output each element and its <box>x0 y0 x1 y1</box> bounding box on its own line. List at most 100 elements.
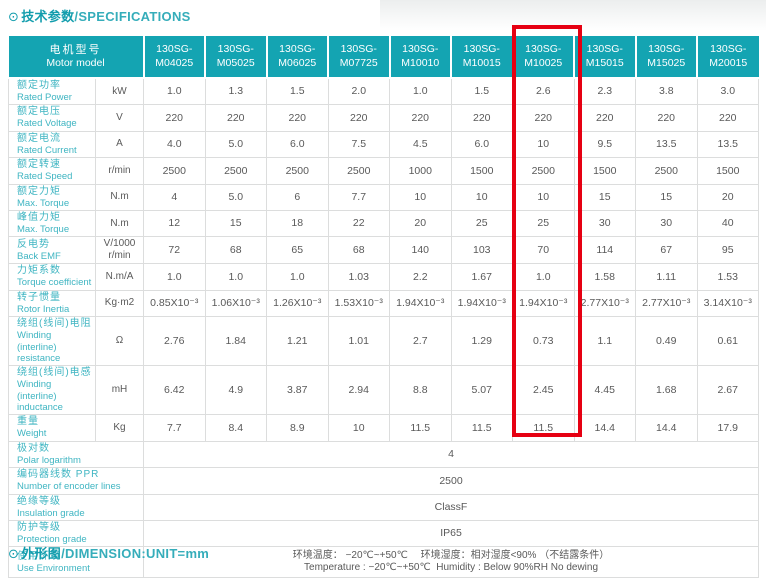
cell-max-torque-peak-m20015: 40 <box>696 209 760 238</box>
cell-rated-current-m04025: 4.0 <box>143 130 206 159</box>
row-label-en: Rated Speed <box>17 171 73 183</box>
cell-rated-speed-m05025: 2500 <box>204 157 268 185</box>
column-header-m15015: 130SG- M15015 <box>574 36 637 79</box>
row-label-insulation-grade: 绝缘等级 Insulation grade <box>7 493 145 522</box>
cell-winding-interline-inductance-m07725: 2.94 <box>327 365 391 416</box>
cell-weight-m15015: 14.4 <box>573 414 637 442</box>
row-label-en: Torque coefficient <box>17 277 92 289</box>
row-label-zh: 转子惯量 <box>17 291 61 303</box>
model-line1: 130SG- <box>648 42 685 55</box>
cell-max-torque-m05025: 5.0 <box>204 183 268 211</box>
row-label-zh: 反电势 <box>17 238 50 250</box>
cell-rotor-inertia-m10010: 1.94X10⁻³ <box>389 289 452 318</box>
specifications-title-en: SPECIFICATIONS <box>78 9 191 24</box>
model-line1: 130SG- <box>710 42 747 55</box>
cell-rated-speed-m04025: 2500 <box>143 157 206 185</box>
table-row: 绕组(线间)电阻 Winding (interline) resistance Ω 2… <box>8 316 760 367</box>
cell-rated-speed-m10010: 1000 <box>389 157 452 185</box>
row-label-torque-coefficient: 力矩系数 Torque coefficient <box>8 263 96 291</box>
cell-rotor-inertia-m15025: 2.77X10⁻³ <box>635 289 698 318</box>
column-header-m20015: 130SG- M20015 <box>697 36 759 79</box>
cell-rotor-inertia-m05025: 1.06X10⁻³ <box>204 289 268 318</box>
row-label-zh: 峰值力矩 <box>17 211 61 223</box>
row-label-en: Back EMF <box>17 250 61 262</box>
row-label-zh: 防护等级 <box>17 522 61 534</box>
cell-rated-power-m07725: 2.0 <box>327 77 391 106</box>
cell-max-torque-m15015: 15 <box>573 183 637 211</box>
merged-value-line: Temperature : −20℃~+50℃ Humidity : Below… <box>304 562 599 574</box>
cell-rated-current-m15025: 13.5 <box>635 130 698 159</box>
cell-weight-m06025: 8.9 <box>266 414 329 442</box>
column-header-m15025: 130SG- M15025 <box>635 36 699 79</box>
cell-weight-m07725: 10 <box>327 414 391 442</box>
cell-rated-voltage-m05025: 220 <box>204 104 268 132</box>
row-label-en: Weight <box>17 428 47 440</box>
row-label-en: Winding (interline) inductance <box>17 379 63 414</box>
cell-torque-coefficient-m05025: 1.0 <box>204 263 268 291</box>
row-label-en: Polar logarithm <box>17 454 81 466</box>
motor-model-header-zh: 电机型号 <box>49 43 102 56</box>
specifications-title-zh: 技术参数 <box>21 9 75 24</box>
cell-torque-coefficient-m15025: 1.11 <box>635 263 698 291</box>
row-unit-rated-voltage: V <box>94 104 145 132</box>
column-header-m10015: 130SG- M10015 <box>451 36 514 79</box>
row-unit-weight: Kg <box>94 414 145 442</box>
row-label-zh: 额定力矩 <box>17 185 61 197</box>
cell-max-torque-peak-m06025: 18 <box>266 209 329 238</box>
row-unit-winding-interline-inductance: mH <box>94 365 145 416</box>
row-label-winding-interline-inductance: 绕组(线间)电感 Winding (interline) inductance <box>8 365 96 416</box>
cell-weight-m05025: 8.4 <box>204 414 268 442</box>
column-header-m10010: 130SG- M10010 <box>389 36 453 79</box>
column-header-m04025: 130SG- M04025 <box>143 36 207 79</box>
model-line1: 130SG- <box>402 42 439 55</box>
cell-max-torque-peak-m04025: 12 <box>143 209 206 238</box>
cell-back-emf-m20015: 95 <box>696 236 760 265</box>
row-label-en: Number of encoder lines <box>17 481 121 493</box>
cell-winding-interline-inductance-m10015: 5.07 <box>450 365 514 416</box>
cell-rotor-inertia-m07725: 1.53X10⁻³ <box>327 289 391 318</box>
cell-max-torque-peak-m10010: 20 <box>389 209 452 238</box>
title-separator: / <box>74 9 79 24</box>
model-line2: M20015 <box>709 56 748 69</box>
row-label-zh: 编码器线数 PPR <box>17 469 100 481</box>
cell-winding-interline-resistance-m10010: 2.7 <box>389 316 452 367</box>
merged-value-line: 环境温度： −20℃~+50℃ 环境湿度：相对湿度<90% （不结露条件） <box>292 550 610 562</box>
row-label-weight: 重量 Weight <box>8 414 96 442</box>
cell-protection-grade: IP65 <box>143 520 760 548</box>
table-row: 绝缘等级 Insulation grade ClassF <box>7 493 760 522</box>
cell-rotor-inertia-m10025: 1.94X10⁻³ <box>512 289 575 318</box>
cell-torque-coefficient-m06025: 1.0 <box>266 263 329 291</box>
model-line1: 130SG- <box>586 42 623 55</box>
cell-back-emf-m07725: 68 <box>327 236 391 265</box>
model-line2: M07725 <box>339 56 378 69</box>
table-row: 额定电压 Rated Voltage V 220 220 220 220 220 220 220 2… <box>8 104 760 132</box>
cell-rated-power-m06025: 1.5 <box>266 77 329 106</box>
section-bullet-icon: ⊙ <box>8 546 20 561</box>
cell-rated-power-m10010: 1.0 <box>389 77 452 106</box>
table-row: 编码器线数 PPR Number of encoder lines 2500 <box>7 467 760 495</box>
row-label-zh: 重量 <box>17 416 39 428</box>
cell-torque-coefficient-m04025: 1.0 <box>143 263 206 291</box>
cell-max-torque-peak-m05025: 15 <box>204 209 268 238</box>
row-label-en: Max. Torque <box>17 197 70 209</box>
row-label-zh: 绕组(线间)电感 <box>17 367 92 379</box>
cell-torque-coefficient-m10015: 1.67 <box>450 263 514 291</box>
cell-rated-voltage-m15025: 220 <box>635 104 698 132</box>
table-row: 峰值力矩 Max. Torque N.m 12 15 18 22 20 25 25 30 30 40 <box>8 209 760 238</box>
row-label-en: Max. Torque <box>17 223 70 235</box>
cell-max-torque-m15025: 15 <box>635 183 698 211</box>
cell-weight-m15025: 14.4 <box>635 414 698 442</box>
column-header-m07725: 130SG- M07725 <box>328 36 391 79</box>
cell-rated-power-m04025: 1.0 <box>143 77 206 106</box>
cell-max-torque-m10015: 10 <box>450 183 514 211</box>
merged-value-line: IP65 <box>440 527 462 540</box>
table-row: 力矩系数 Torque coefficient N.m/A 1.0 1.0 1.0 1.03… <box>8 263 760 291</box>
cell-winding-interline-inductance-m04025: 6.42 <box>143 365 206 416</box>
table-row: 极对数 Polar logarithm 4 <box>7 440 760 469</box>
motor-model-header: 电机型号 Motor model <box>8 36 145 79</box>
row-label-en: Use Environment <box>17 562 90 574</box>
header-row: 电机型号 Motor model 130SG- M04025 130SG- M05025 1… <box>8 36 759 79</box>
cell-back-emf-m10025: 70 <box>512 236 575 265</box>
row-label-rotor-inertia: 转子惯量 Rotor Inertia <box>8 289 96 318</box>
cell-winding-interline-inductance-m05025: 4.9 <box>204 365 268 416</box>
